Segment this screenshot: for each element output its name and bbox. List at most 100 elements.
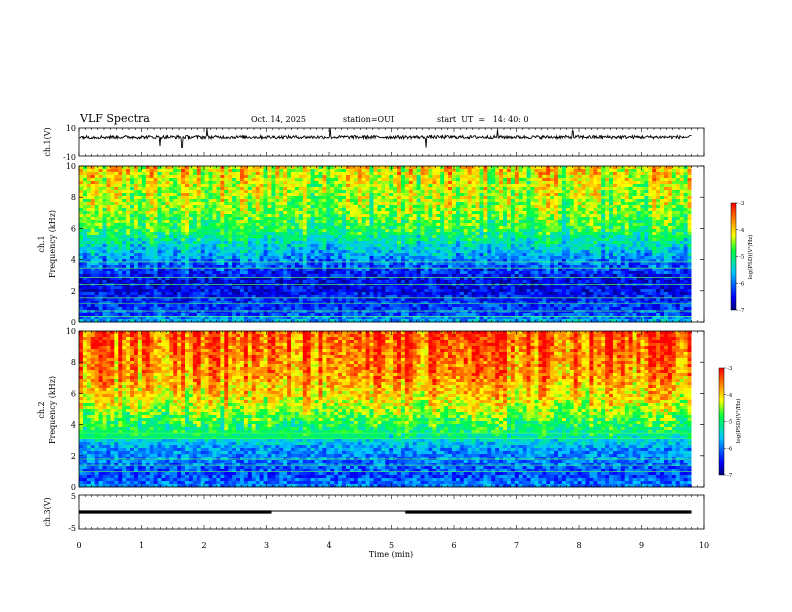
- spectrogram-cell: [373, 238, 378, 242]
- spectrogram-cell: [310, 205, 316, 209]
- spectrogram-cell: [259, 196, 265, 200]
- spectrogram-cell: [620, 226, 626, 230]
- spectrogram-cell: [499, 241, 504, 245]
- spectrogram-cell: [185, 244, 190, 248]
- spectrogram-cell: [400, 211, 406, 215]
- spectrogram-cell: [353, 190, 359, 194]
- spectrogram-cell: [428, 247, 433, 251]
- spectrogram-cell: [554, 202, 559, 206]
- spectrogram-cell: [585, 211, 590, 215]
- spectrogram-cell: [251, 214, 257, 218]
- spectrogram-cell: [542, 214, 547, 218]
- spectrogram-cell: [644, 181, 649, 185]
- spectrogram-cell: [224, 229, 229, 233]
- spectrogram-cell: [479, 244, 484, 248]
- spectrogram-cell: [581, 196, 586, 200]
- spectrogram-cell: [251, 202, 257, 206]
- spectrogram-cell: [479, 181, 484, 185]
- spectrogram-cell: [126, 184, 131, 188]
- spectrogram-cell: [220, 184, 225, 188]
- spectrogram-cell: [593, 220, 598, 224]
- spectrogram-cell: [243, 181, 249, 185]
- spectrogram-cell: [436, 175, 441, 179]
- spectrogram-cell: [267, 259, 272, 263]
- spectrogram-cell: [506, 211, 512, 215]
- spectrogram-cell: [400, 253, 406, 257]
- spectrogram-cell: [145, 226, 151, 230]
- spectrogram-cell: [408, 166, 414, 170]
- spectrogram-cell: [338, 172, 343, 176]
- spectrogram-cell: [459, 166, 465, 170]
- spectrogram-cell: [459, 184, 465, 188]
- spectrogram-cell: [357, 226, 363, 230]
- spectrogram-cell: [82, 169, 88, 173]
- spectrogram-cell: [510, 175, 516, 179]
- spectrogram-cell: [616, 202, 622, 206]
- spectrogram-cell: [408, 253, 414, 257]
- spectrogram-cell: [310, 178, 316, 182]
- spectrogram-cell: [204, 244, 210, 248]
- spectrogram-cell: [467, 208, 473, 212]
- spectrogram-cell: [455, 211, 461, 215]
- spectrogram-cell: [310, 196, 316, 200]
- spectrogram-cell: [263, 181, 268, 185]
- spectrogram-cell: [94, 181, 100, 185]
- spectrogram-cell: [432, 187, 437, 191]
- spectrogram-cell: [381, 259, 386, 263]
- spectrogram-cell: [196, 175, 202, 179]
- spectrogram-cell: [569, 250, 575, 254]
- spectrogram-cell: [381, 247, 386, 251]
- spectrogram-cell: [267, 208, 272, 212]
- spectrogram-cell: [239, 172, 245, 176]
- spectrogram-cell: [361, 175, 367, 179]
- spectrogram-cell: [664, 241, 669, 245]
- spectrogram-cell: [208, 232, 213, 236]
- spectrogram-cell: [514, 244, 520, 248]
- spectrogram-cell: [342, 232, 347, 236]
- spectrogram-cell: [581, 256, 586, 260]
- spectrogram-cell: [275, 172, 280, 176]
- spectrogram-cell: [157, 172, 162, 176]
- spectrogram-cell: [157, 256, 162, 260]
- spectrogram-cell: [353, 256, 359, 260]
- spectrogram-cell: [569, 253, 575, 257]
- spectrogram-cell: [620, 256, 626, 260]
- spectrogram-cell: [130, 175, 135, 179]
- spectrogram-cell: [110, 172, 115, 176]
- spectrogram-cell: [177, 214, 182, 218]
- spectrogram-cell: [636, 214, 641, 218]
- spectrogram-cell: [459, 208, 465, 212]
- spectrogram-cell: [185, 202, 190, 206]
- spectrogram-cell: [467, 247, 473, 251]
- spectrogram-cell: [177, 226, 182, 230]
- spectrogram-cell: [522, 235, 528, 239]
- spectrogram-cell: [114, 169, 119, 173]
- spectrogram-cell: [102, 247, 107, 251]
- spectrogram-cell: [459, 256, 465, 260]
- spectrogram-cell: [420, 238, 426, 242]
- spectrogram-cell: [463, 169, 469, 173]
- spectrogram-cell: [365, 211, 371, 215]
- spectrogram-cell: [224, 211, 229, 215]
- spectrogram-cell: [491, 199, 496, 203]
- spectrogram-cell: [381, 217, 386, 221]
- spectrogram-cell: [416, 256, 422, 260]
- spectrogram-cell: [98, 250, 104, 254]
- spectrogram-cell: [298, 250, 304, 254]
- spectrogram-cell: [122, 211, 127, 215]
- spectrogram-cell: [200, 256, 206, 260]
- spectrogram-cell: [620, 178, 626, 182]
- spectrogram-cell: [373, 205, 378, 209]
- spectrogram-cell: [660, 172, 665, 176]
- spectrogram-cell: [330, 235, 335, 239]
- spectrogram-cell: [322, 226, 327, 230]
- spectrogram-cell: [86, 178, 92, 182]
- spectrogram-cell: [530, 169, 535, 173]
- spectrogram-cell: [593, 211, 598, 215]
- spectrogram-cell: [667, 226, 673, 230]
- spectrogram-cell: [444, 169, 449, 173]
- spectrogram-cell: [499, 229, 504, 233]
- spectrogram-cell: [428, 178, 433, 182]
- spectrogram-cell: [656, 256, 661, 260]
- spectrogram-cell: [279, 238, 284, 242]
